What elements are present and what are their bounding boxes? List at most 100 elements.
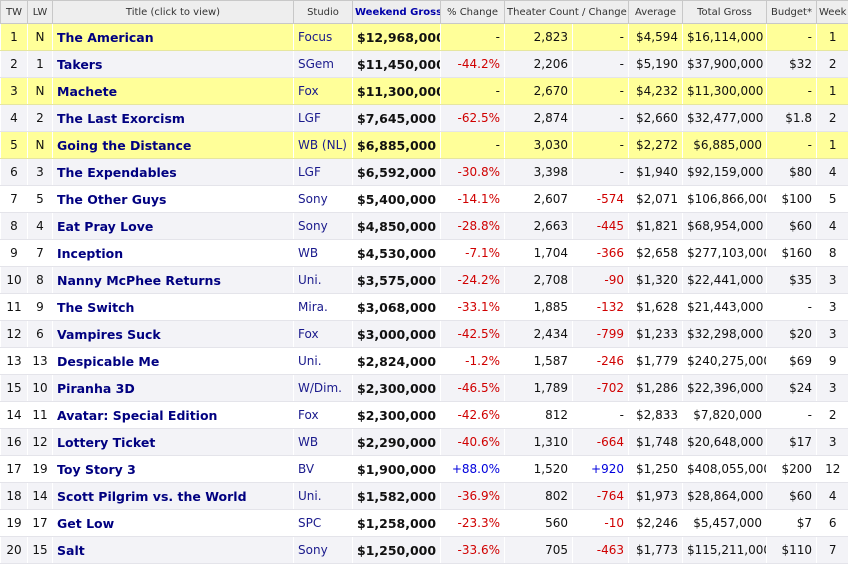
header-row: TW LW Title (click to view) Studio Weeke… <box>1 1 848 24</box>
movie-title-link[interactable]: Avatar: Special Edition <box>57 408 217 423</box>
this-week-rank: 17 <box>1 456 28 483</box>
studio-link[interactable]: WB <box>298 435 318 449</box>
movie-title-cell: Scott Pilgrim vs. the World <box>53 483 294 510</box>
total-gross: $37,900,000 <box>683 51 767 78</box>
movie-title-link[interactable]: The Last Exorcism <box>57 111 185 126</box>
studio-link[interactable]: Uni. <box>298 354 322 368</box>
movie-title-cell: Takers <box>53 51 294 78</box>
movie-title-link[interactable]: Scott Pilgrim vs. the World <box>57 489 247 504</box>
movie-title-link[interactable]: Takers <box>57 57 102 72</box>
theater-count: 1,310 <box>505 429 573 456</box>
weekend-gross: $11,300,000 <box>353 78 441 105</box>
studio-cell: SPC <box>294 510 353 537</box>
header-studio[interactable]: Studio <box>294 1 353 24</box>
header-weekend-gross[interactable]: Weekend Gross <box>353 1 441 24</box>
per-theater-average: $1,940 <box>629 159 683 186</box>
per-theater-average: $1,779 <box>629 348 683 375</box>
total-gross: $115,211,000 <box>683 537 767 564</box>
movie-title-link[interactable]: Toy Story 3 <box>57 462 136 477</box>
studio-link[interactable]: LGF <box>298 111 321 125</box>
movie-title-link[interactable]: The Switch <box>57 300 134 315</box>
header-change[interactable]: % Change <box>441 1 505 24</box>
week-number: 7 <box>817 537 848 564</box>
movie-title-cell: The Last Exorcism <box>53 105 294 132</box>
studio-link[interactable]: Focus <box>298 30 332 44</box>
studio-link[interactable]: Sony <box>298 543 328 557</box>
movie-title-link[interactable]: Nanny McPhee Returns <box>57 273 221 288</box>
this-week-rank: 7 <box>1 186 28 213</box>
studio-link[interactable]: SGem <box>298 57 334 71</box>
per-theater-average: $4,232 <box>629 78 683 105</box>
studio-link[interactable]: Sony <box>298 219 328 233</box>
total-gross: $68,954,000 <box>683 213 767 240</box>
header-lw[interactable]: LW <box>28 1 53 24</box>
header-tw[interactable]: TW <box>1 1 28 24</box>
week-number: 6 <box>817 510 848 537</box>
last-week-rank: 10 <box>28 375 53 402</box>
theater-change: -90 <box>573 267 629 294</box>
studio-link[interactable]: Fox <box>298 84 319 98</box>
week-number: 4 <box>817 159 848 186</box>
movie-title-link[interactable]: Lottery Ticket <box>57 435 155 450</box>
header-budget[interactable]: Budget* <box>767 1 817 24</box>
movie-title-link[interactable]: Eat Pray Love <box>57 219 153 234</box>
studio-link[interactable]: Sony <box>298 192 328 206</box>
header-total-gross[interactable]: Total Gross <box>683 1 767 24</box>
movie-title-link[interactable]: The Other Guys <box>57 192 167 207</box>
header-average[interactable]: Average <box>629 1 683 24</box>
movie-title-link[interactable]: Inception <box>57 246 123 261</box>
studio-link[interactable]: Uni. <box>298 273 322 287</box>
week-number: 1 <box>817 24 848 51</box>
studio-link[interactable]: BV <box>298 462 314 476</box>
studio-cell: WB <box>294 429 353 456</box>
this-week-rank: 8 <box>1 213 28 240</box>
theater-count: 705 <box>505 537 573 564</box>
movie-title-link[interactable]: Get Low <box>57 516 114 531</box>
studio-link[interactable]: Fox <box>298 408 319 422</box>
movie-title-link[interactable]: Despicable Me <box>57 354 159 369</box>
theater-change: -463 <box>573 537 629 564</box>
studio-link[interactable]: WB <box>298 246 318 260</box>
theater-count: 1,520 <box>505 456 573 483</box>
movie-title-link[interactable]: The Expendables <box>57 165 177 180</box>
movie-title-link[interactable]: Machete <box>57 84 117 99</box>
movie-title-link[interactable]: Going the Distance <box>57 138 191 153</box>
theater-change: -445 <box>573 213 629 240</box>
studio-link[interactable]: LGF <box>298 165 321 179</box>
week-number: 3 <box>817 321 848 348</box>
movie-title-link[interactable]: Vampires Suck <box>57 327 161 342</box>
movie-title-cell: Despicable Me <box>53 348 294 375</box>
this-week-rank: 16 <box>1 429 28 456</box>
theater-count: 2,670 <box>505 78 573 105</box>
studio-cell: LGF <box>294 159 353 186</box>
total-gross: $6,885,000 <box>683 132 767 159</box>
weekend-gross: $7,645,000 <box>353 105 441 132</box>
theater-change: -132 <box>573 294 629 321</box>
studio-link[interactable]: W/Dim. <box>298 381 342 395</box>
budget: $100 <box>767 186 817 213</box>
movie-title-cell: Vampires Suck <box>53 321 294 348</box>
theater-change: -702 <box>573 375 629 402</box>
total-gross: $240,275,000 <box>683 348 767 375</box>
movie-title-link[interactable]: The American <box>57 30 154 45</box>
header-theater-count[interactable]: Theater Count / Change <box>505 1 629 24</box>
budget: $17 <box>767 429 817 456</box>
header-title[interactable]: Title (click to view) <box>53 1 294 24</box>
movie-title-link[interactable]: Piranha 3D <box>57 381 135 396</box>
percent-change: +88.0% <box>441 456 505 483</box>
header-week[interactable]: Week <box>817 1 848 24</box>
movie-title-cell: Machete <box>53 78 294 105</box>
theater-count: 802 <box>505 483 573 510</box>
studio-link[interactable]: WB (NL) <box>298 138 347 152</box>
studio-link[interactable]: Uni. <box>298 489 322 503</box>
studio-link[interactable]: Fox <box>298 327 319 341</box>
per-theater-average: $2,272 <box>629 132 683 159</box>
studio-link[interactable]: SPC <box>298 516 321 530</box>
weekend-gross: $1,582,000 <box>353 483 441 510</box>
total-gross: $11,300,000 <box>683 78 767 105</box>
movie-title-link[interactable]: Salt <box>57 543 85 558</box>
studio-link[interactable]: Mira. <box>298 300 328 314</box>
